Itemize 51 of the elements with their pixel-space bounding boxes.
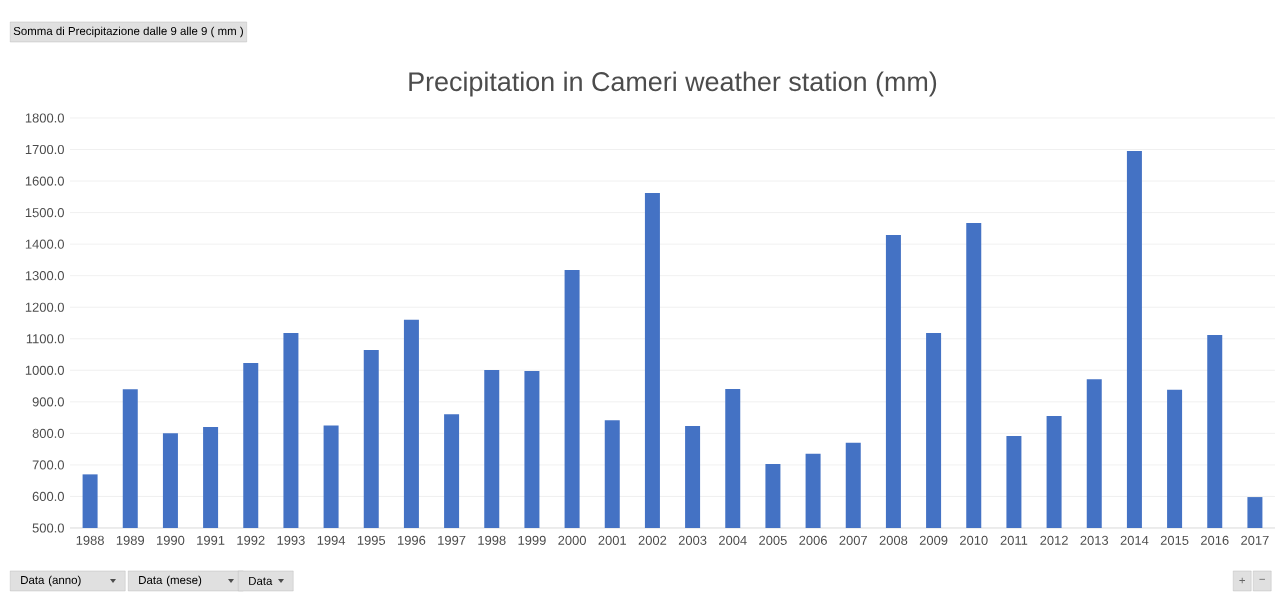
x-tick-label: 1996 <box>398 535 426 545</box>
x-tick-label: 1998 <box>478 535 506 545</box>
x-tick-label: 2010 <box>960 535 988 545</box>
x-tick-label: 1991 <box>197 535 225 545</box>
x-tick-label: 2006 <box>799 535 827 545</box>
x-tick-label: 2001 <box>598 535 627 545</box>
x-tick-label: 2009 <box>919 535 948 545</box>
y-tick-label: 1700.0 <box>25 144 64 155</box>
y-tick-label: 1100.0 <box>26 334 64 344</box>
y-tick-label: 900.0 <box>32 397 64 407</box>
x-tick-label: 2017 <box>1241 535 1269 545</box>
x-tick-label: 2015 <box>1160 535 1189 545</box>
x-tick-label: 2016 <box>1201 535 1229 545</box>
text: Data <box>249 576 273 585</box>
y-tick-label: 500.0 <box>32 523 64 533</box>
x-tick-label: 2013 <box>1080 535 1109 545</box>
x-tick-label: 1997 <box>438 535 466 545</box>
text: Data (anno) <box>21 575 81 587</box>
x-tick-label: 1995 <box>357 535 386 545</box>
x-tick-label: 2003 <box>678 535 707 545</box>
x-tick-label: 2004 <box>719 535 747 545</box>
x-tick-label: 1994 <box>317 535 346 545</box>
text: Somma di Precipitazione dalle 9 alle 9 ( mm ) <box>13 26 243 38</box>
x-tick-label: 1988 <box>76 535 104 545</box>
x-tick-label: 2014 <box>1120 535 1149 545</box>
x-tick-label: 1990 <box>157 535 185 545</box>
x-tick-label: 2012 <box>1040 535 1068 545</box>
y-tick-label: 700.0 <box>32 460 64 470</box>
y-tick-label: 800.0 <box>32 428 64 438</box>
y-tick-label: 1600.0 <box>25 176 64 186</box>
y-tick-label: 1000.0 <box>25 365 64 375</box>
y-tick-label: 1300.0 <box>25 271 64 281</box>
chart-title: Precipitation in Cameri weather station (mm) <box>409 71 937 97</box>
x-tick-label: 2005 <box>759 535 787 545</box>
x-tick-label: 2000 <box>558 535 586 545</box>
text: − <box>1259 578 1265 580</box>
x-tick-label: 1992 <box>237 535 265 545</box>
y-tick-label: 1800.0 <box>25 113 64 123</box>
x-tick-label: 2002 <box>638 535 667 545</box>
y-tick-label: 1400.0 <box>25 239 64 249</box>
x-tick-label: 2011 <box>1000 535 1028 545</box>
y-tick-label: 1500.0 <box>25 208 64 218</box>
x-tick-label: 1989 <box>116 535 145 545</box>
y-tick-label: 600.0 <box>32 491 64 502</box>
x-tick-label: 2008 <box>879 535 908 545</box>
text: Data (mese) <box>139 575 202 587</box>
x-tick-label: 1999 <box>518 535 546 545</box>
x-tick-label: 1993 <box>277 535 305 545</box>
text: + <box>1239 577 1245 584</box>
y-tick-label: 1200.0 <box>25 302 64 312</box>
x-tick-label: 2007 <box>839 535 867 545</box>
